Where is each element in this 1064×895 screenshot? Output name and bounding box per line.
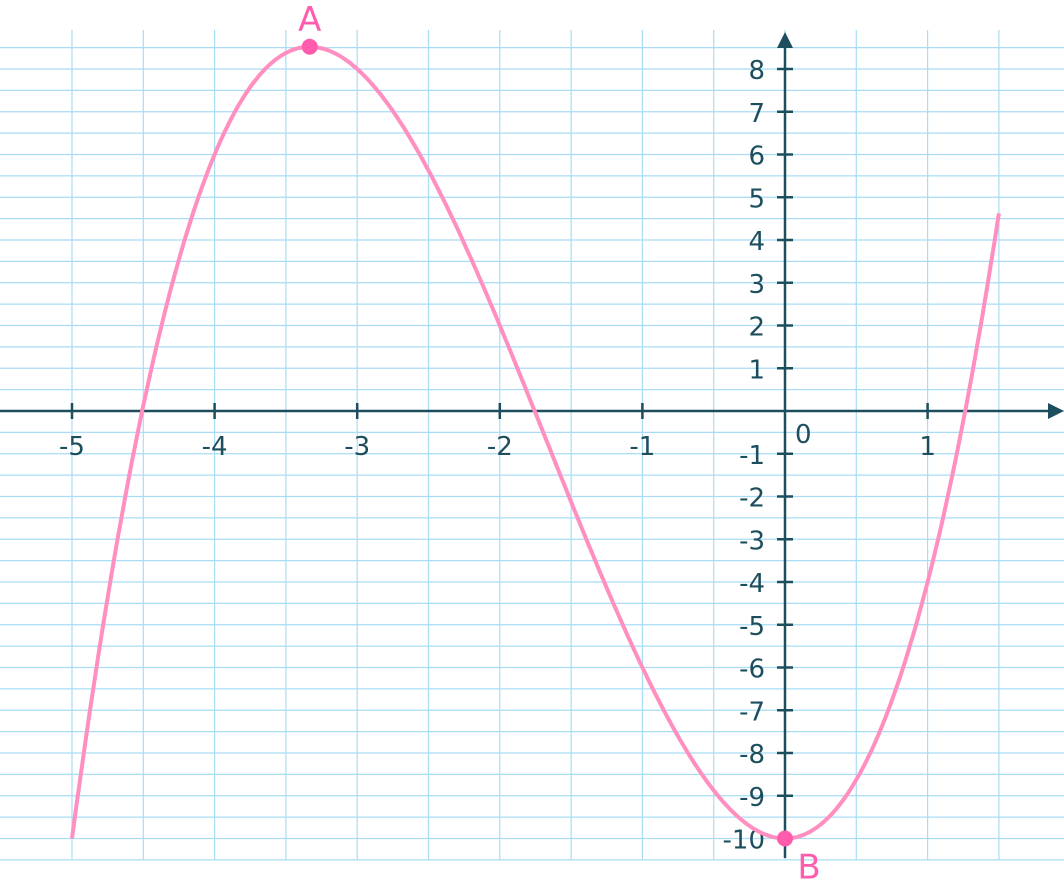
x-tick-label: -1	[629, 432, 655, 462]
y-tick-label: 5	[748, 184, 765, 214]
point-label-b: B	[797, 848, 820, 888]
origin-label: 0	[795, 420, 812, 450]
y-tick-label: -2	[739, 484, 765, 514]
y-tick-label: 7	[748, 99, 765, 129]
x-tick-label: -5	[59, 432, 85, 462]
y-tick-label: -8	[739, 740, 765, 770]
y-tick-label: -7	[739, 697, 765, 727]
point-a	[301, 38, 318, 55]
x-tick-label: 1	[919, 432, 936, 462]
y-tick-label: 4	[748, 227, 765, 257]
y-tick-label: -9	[739, 783, 765, 813]
x-axis-arrow	[1048, 403, 1064, 419]
tick-labels: -5 -4 -3 -2 -1 187654321-1-2-3-4-5-6-7-8-9-10…	[59, 56, 936, 856]
grid	[0, 30, 1064, 861]
y-tick-label: -3	[739, 526, 765, 556]
y-tick-label: -1	[739, 441, 765, 471]
x-tick-label: -4	[202, 432, 228, 462]
y-tick-label: -4	[739, 569, 765, 599]
x-tick-label: -3	[344, 432, 370, 462]
function-curve	[70, 44, 1001, 841]
y-tick-label: 6	[748, 142, 765, 172]
labelled-points: AB	[298, 0, 821, 888]
y-tick-label: 3	[748, 270, 765, 300]
y-tick-label: 2	[748, 313, 765, 343]
y-tick-label: -5	[739, 612, 765, 642]
point-label-a: A	[298, 0, 321, 40]
point-b	[777, 830, 793, 847]
x-tick-label: -2	[487, 432, 513, 462]
y-tick-label: 8	[748, 56, 765, 86]
axes	[0, 32, 1064, 858]
y-tick-label: -6	[739, 655, 765, 685]
y-tick-label: 1	[748, 355, 765, 385]
y-axis-arrow	[777, 32, 793, 48]
